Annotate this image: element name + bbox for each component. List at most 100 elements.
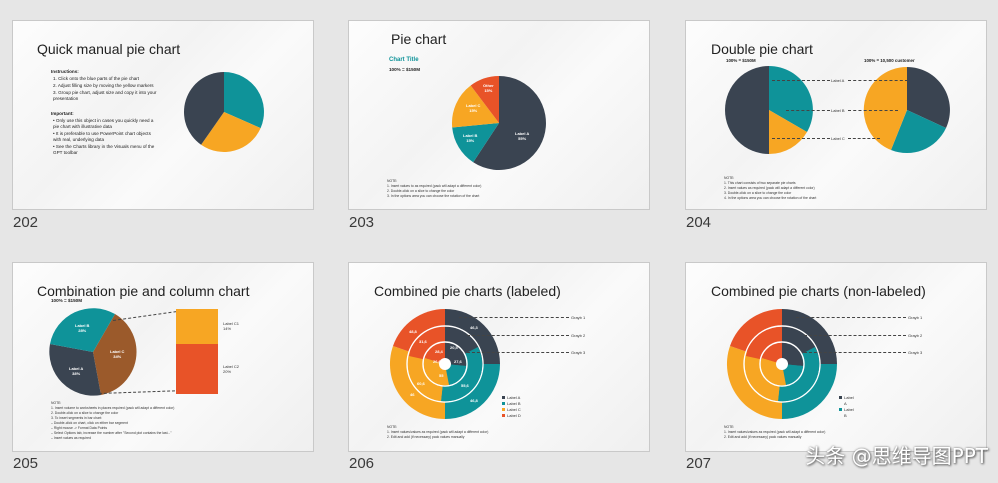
leader-line (796, 317, 906, 318)
slide-thumbnail-206[interactable]: Combined pie charts (labeled) 46,3 46,8 … (348, 262, 650, 452)
group-label: Grayb 3 (908, 350, 923, 355)
label-c: Label C (831, 136, 845, 141)
legend-swatch (502, 396, 505, 400)
important-line: GPT toolbar (53, 150, 78, 155)
value-label: 48,8 (409, 329, 417, 334)
note-line: 3. In the options area you can choose th… (387, 194, 480, 198)
bar-label-c2: Label C2 20% (223, 364, 240, 374)
note-line: 1. Insert values to as required (pack wi… (387, 184, 482, 188)
pie-slice-c (451, 85, 499, 128)
slide-number: 207 (686, 455, 712, 472)
note-line: NOTE: (724, 176, 735, 180)
slide-number: 206 (349, 455, 375, 472)
bar-label-c1: Label C1 14% (223, 321, 240, 331)
value-label: 46,8 (470, 398, 478, 403)
note-line: 3. Double-click on a slice to change the… (724, 191, 792, 195)
group-label: Grayb 1 (571, 315, 586, 320)
leader-line (804, 352, 906, 353)
slide-number: 203 (349, 214, 375, 231)
group-label: Grayb 1 (908, 315, 923, 320)
note-line: – Double-click on chart, click on either… (51, 421, 128, 425)
legend-item: Label B (502, 401, 521, 406)
inner-ring-teal (782, 364, 803, 385)
legend-item: B (844, 413, 847, 418)
slide-thumbnail-204[interactable]: Double pie chart 100% = $150M 100% = 10,… (685, 20, 987, 210)
leader-line (467, 352, 569, 353)
legend-item: Label (839, 395, 854, 400)
note-line: 1. Insert values/values as required (pac… (724, 430, 826, 434)
legend-item: Label (839, 407, 854, 412)
value-label: 31,6 (419, 339, 427, 344)
slide-title: Combined pie charts (non-labeled) (711, 283, 926, 299)
pie-slice-c (93, 314, 137, 395)
value-label: 60,6 (417, 381, 425, 386)
chart-subtitle: 100% = $150M (51, 298, 83, 303)
pie-slice-orange (201, 112, 261, 152)
legend-item: Label A (502, 395, 520, 400)
pie-slice-orange (769, 110, 807, 154)
slice-c-label: Label C 34% (110, 349, 125, 359)
pie-slice-teal (224, 72, 264, 129)
leader-line (772, 80, 830, 81)
inner-ring-dark (782, 342, 804, 366)
value-label: 27,6 (454, 359, 462, 364)
slide-thumbnail-202[interactable]: Quick manual pie chart Instructions: 1. … (12, 20, 314, 210)
pie-chart (183, 72, 264, 152)
note-line: NOTE: (724, 425, 735, 429)
pie-slice-teal (769, 66, 813, 132)
leader-line (786, 110, 830, 111)
slice-c-label: Label C 15% (466, 103, 481, 113)
right-pie-heading: 100% = 10,500 customer (864, 58, 915, 63)
note-line: – Right mouse -> Format Data Points (51, 426, 108, 430)
bar-segment-c2 (176, 344, 218, 394)
pie-chart (49, 308, 137, 396)
multi-ring-pie-chart (389, 309, 500, 419)
legend-item: A (844, 401, 847, 406)
note-line: NOTE: (387, 179, 398, 183)
slide-thumbnail-203[interactable]: Pie chart Chart Title 100% = $150M Label… (348, 20, 650, 210)
chart-subtitle: 100% = $150M (389, 67, 421, 72)
note-line: 2. Edit and add (if necessary) pack valu… (724, 435, 802, 439)
legend-item: Label D (502, 413, 521, 418)
label-a: Label A (831, 78, 845, 83)
slide-number: 202 (13, 214, 39, 231)
group-label: Grayb 2 (571, 333, 586, 338)
pie-slice-dark (183, 72, 224, 145)
important-heading: Important: (51, 111, 74, 116)
slice-b-label: Label B 15% (463, 133, 478, 143)
value-label: 55 (439, 373, 444, 378)
slice-a-label: Label A 55% (515, 131, 530, 141)
legend-swatch (839, 396, 842, 400)
legend-swatch (502, 408, 505, 412)
instructions-heading: Instructions: (51, 69, 79, 74)
slide-thumbnail-205[interactable]: Combination pie and column chart 100% = … (12, 262, 314, 452)
value-label: 55,6 (461, 383, 469, 388)
pie-slice-teal (891, 110, 946, 154)
instruction-line: 2. Adjust filling size by moving the yel… (53, 83, 154, 88)
note-line: 1. This chart consists of two separate p… (724, 181, 796, 185)
slide-thumbnail-207[interactable]: Combined pie charts (non-labeled) Grayb … (685, 262, 987, 452)
slice-a-label: Label A 38% (69, 366, 84, 376)
slide-title: Combined pie charts (labeled) (374, 283, 561, 299)
leader-line (848, 80, 908, 81)
leader-line (459, 317, 569, 318)
slice-other-label: Other 15% (483, 83, 494, 93)
group-label: Grayb 3 (571, 350, 586, 355)
important-line: pie chart with illustrative data (53, 124, 112, 129)
leader-line (848, 110, 898, 111)
note-line: 3. To insert segments in bar chart: (51, 416, 103, 420)
important-line: • See the Charts library in the Visuals … (53, 144, 155, 149)
slide-title: Pie chart (391, 31, 447, 47)
important-line: with real, underlying data (53, 137, 105, 142)
slide-number: 205 (13, 455, 39, 472)
note-line: NOTE: (51, 401, 62, 405)
left-pie-chart (725, 66, 813, 154)
bar-segment-c1 (176, 309, 218, 344)
note-line: 2. Insert values as required (pack will … (724, 186, 815, 190)
pie-slice-a (473, 76, 546, 170)
note-line: 1. Insert volume to worksheets in places… (51, 406, 175, 410)
chart-title: Chart Title (389, 57, 419, 63)
multi-ring-pie-chart (726, 309, 837, 419)
inner-ring-dark (445, 342, 467, 366)
note-line: 2. Double-click on a slice to change the… (387, 189, 455, 193)
